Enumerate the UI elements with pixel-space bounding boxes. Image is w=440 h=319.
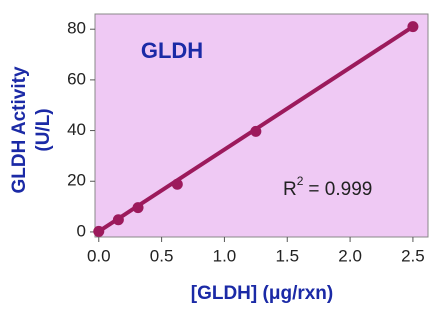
chart-title: GLDH (141, 38, 203, 63)
annotation-base: R (283, 179, 297, 200)
y-tick-label: 40 (67, 120, 86, 139)
x-tick-label: 2.5 (401, 246, 425, 265)
y-tick-label: 60 (67, 69, 86, 88)
x-tick-label: 1.5 (275, 246, 299, 265)
annotation-text: = 0.999 (308, 179, 372, 200)
data-point (250, 125, 262, 137)
data-point (132, 202, 144, 214)
y-tick-label: 0 (77, 221, 86, 240)
x-tick-label: 0.0 (87, 246, 111, 265)
x-tick-label: 1.0 (213, 246, 237, 265)
annotation: R2 = 0.999 (283, 174, 372, 200)
x-tick-label: 0.5 (150, 246, 174, 265)
y-tick-label: 80 (67, 19, 86, 38)
y-axis-label: GLDH Activity (9, 66, 30, 193)
data-point (407, 21, 419, 33)
x-tick-label: 2.0 (338, 246, 362, 265)
data-point (112, 214, 124, 226)
x-axis-label: [GLDH] (μg/rxn) (191, 283, 334, 304)
data-point (171, 178, 183, 190)
data-point (93, 225, 105, 237)
y-tick-label: 20 (67, 171, 86, 190)
annotation-superscript: 2 (297, 174, 304, 188)
y-axis-label: (U/L) (33, 108, 54, 151)
